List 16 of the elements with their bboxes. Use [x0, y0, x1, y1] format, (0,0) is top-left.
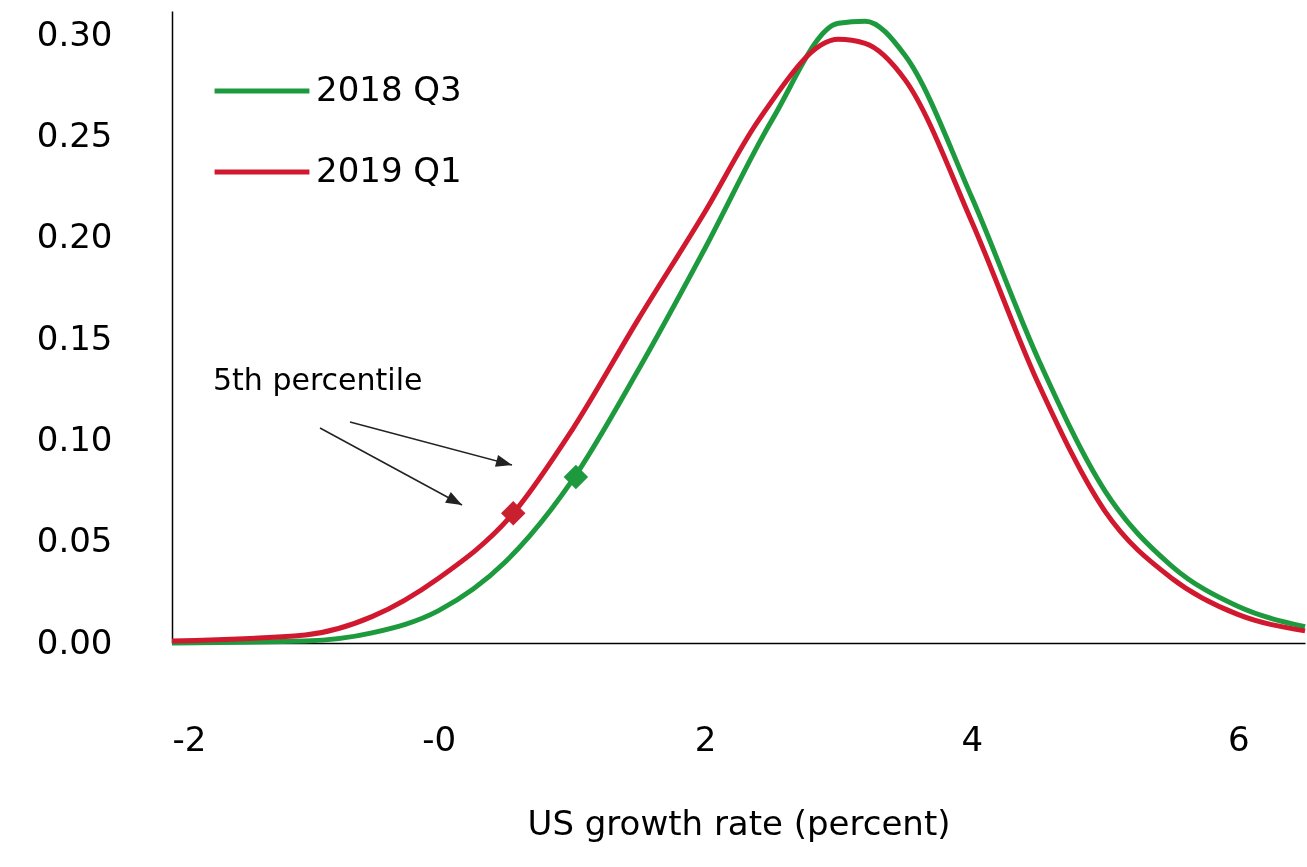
y-tick-label: 0.20 [36, 216, 113, 257]
x-tick-label: 2 [694, 718, 717, 759]
annotation: 5th percentile [213, 362, 423, 397]
y-tick-label: 0.30 [36, 13, 113, 54]
legend-label: 2018 Q3 [316, 69, 462, 109]
x-axis-title: US growth rate (percent) [527, 802, 951, 843]
y-tick-label: 0.15 [36, 317, 113, 358]
y-tick-label: 0.05 [36, 520, 113, 561]
x-tick-label: -2 [172, 718, 207, 759]
y-tick-label: 0.00 [36, 621, 113, 662]
x-tick-label: 6 [1228, 718, 1250, 759]
x-tick-label: 4 [961, 718, 984, 759]
x-tick-label: -0 [422, 718, 457, 759]
legend-label: 2019 Q1 [316, 150, 462, 190]
y-tick-label: 0.25 [36, 115, 113, 156]
y-tick-label: 0.10 [36, 418, 113, 459]
